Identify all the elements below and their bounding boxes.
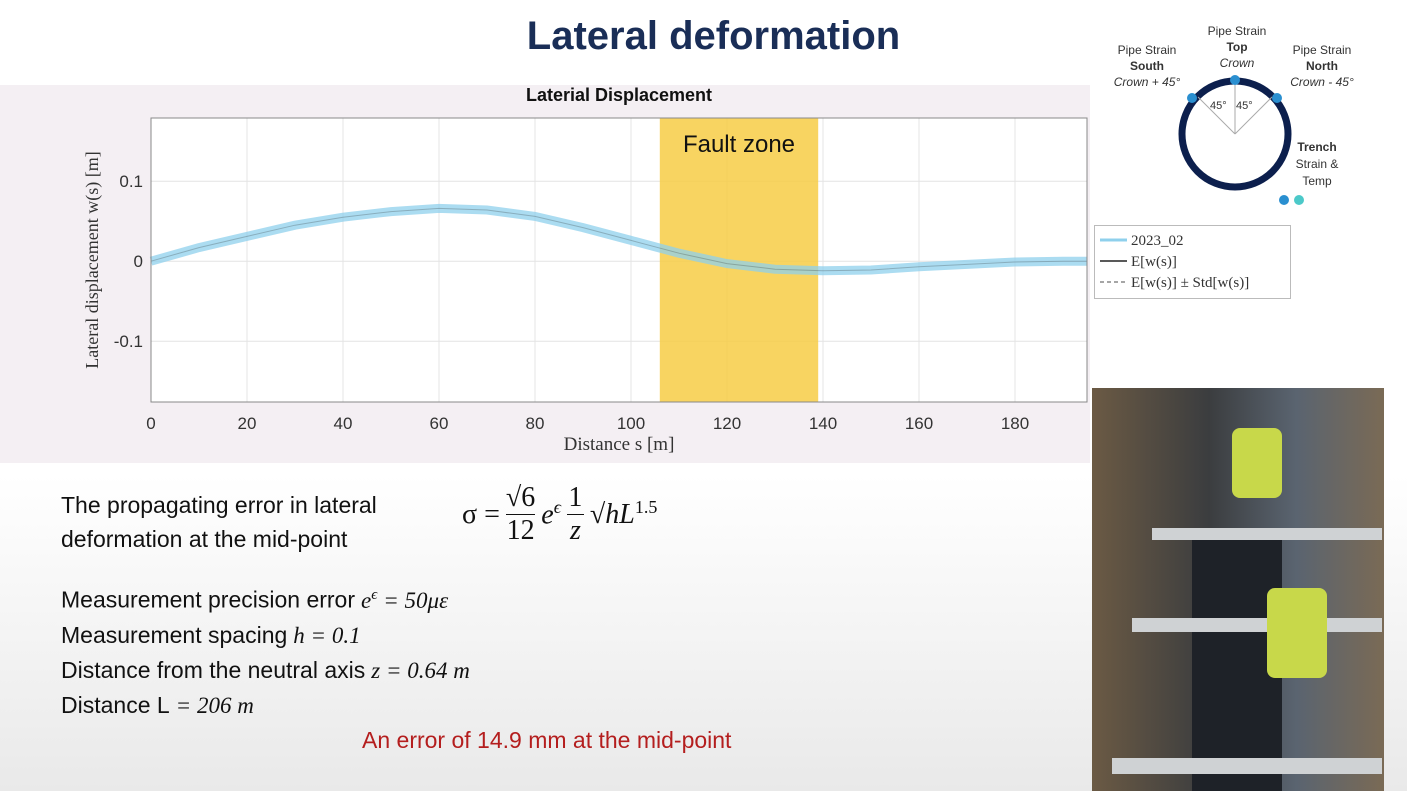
legend-label: 2023_02 [1131, 233, 1184, 249]
lbl: Pipe Strain [1207, 24, 1267, 38]
lbl: Pipe Strain [1292, 43, 1352, 57]
item-math: h = 0.1 [293, 622, 361, 648]
x-tick-label: 20 [238, 414, 257, 433]
x-tick-label: 140 [809, 414, 837, 433]
item-label: Measurement spacing [61, 621, 288, 648]
f: e [541, 499, 554, 531]
x-tick-label: 60 [430, 414, 449, 433]
f: σ = [462, 498, 500, 530]
x-tick-label: 120 [713, 414, 741, 433]
item-math: = 206 m [175, 692, 254, 718]
plot-area [151, 118, 1087, 402]
x-tick-label: 160 [905, 414, 933, 433]
chart-title: Laterial Displacement [526, 85, 712, 105]
y-tick-label: -0.1 [114, 332, 143, 351]
lbl: Trench [1297, 140, 1337, 154]
y-tick-label: 0 [134, 252, 143, 271]
x-tick-label: 180 [1001, 414, 1029, 433]
item: Distance from the neutral axis z = 0.64 m [61, 653, 470, 688]
angle: 45° [1210, 100, 1227, 112]
f: z [566, 514, 584, 547]
y-tick-label: 0.1 [119, 172, 143, 191]
lbl: Pipe Strain [1117, 43, 1177, 57]
intro: The propagating error in lateral deformat… [61, 488, 377, 556]
lbl: Crown + 45° [1113, 75, 1181, 89]
legend-label: E[w(s)] [1131, 254, 1177, 270]
x-tick-label: 80 [526, 414, 545, 433]
angle: 45° [1236, 100, 1253, 112]
diagram: Pipe Strain Top Crown Pipe Strain South Crow… [1092, 20, 1367, 206]
lbl: Top [1226, 40, 1248, 54]
photo [1092, 388, 1384, 791]
f: √h [589, 498, 620, 530]
legend-bg [1095, 226, 1290, 298]
item: Measurement spacing h = 0.1 [61, 618, 470, 653]
intro-line: The propagating error in lateral [61, 492, 377, 518]
item: Distance L = 206 m [61, 688, 470, 723]
f: 1 [568, 482, 583, 513]
lbl: Strain & [1295, 157, 1339, 171]
slide-title: Lateral deformation [526, 14, 901, 58]
fault-zone-label: Fault zone [683, 131, 795, 158]
series-line [149, 203, 1087, 276]
chart: Laterial Displacement Distance s [m] Lat… [82, 85, 1088, 455]
lbl: Crown [1219, 56, 1255, 70]
lbl: Temp [1302, 174, 1332, 188]
legend: 2023_02 E[w(s)] E[w(s)] ± Std[w(s)] [1094, 225, 1291, 299]
item-rest: = 50με [383, 587, 449, 613]
items: Measurement precision error eϵ = 50με Measu… [61, 578, 470, 723]
lbl: South [1130, 59, 1164, 73]
plot-frame [150, 117, 1088, 403]
lbl: Crown - 45° [1290, 75, 1354, 89]
x-tick-label: 100 [617, 414, 645, 433]
series-line [150, 207, 1087, 272]
item-sup: ϵ [371, 587, 378, 603]
x-tick-label: 0 [146, 414, 155, 433]
x-tick-label: 40 [334, 414, 353, 433]
conclusion: An error of 14.9 mm at the mid-point [362, 727, 732, 753]
item-math: e [361, 587, 372, 613]
legend-label: E[w(s)] ± Std[w(s)] [1131, 275, 1249, 291]
item: Measurement precision error eϵ = 50με [61, 578, 470, 618]
f: L [619, 498, 635, 530]
item-label: Distance from the neutral axis [61, 656, 366, 683]
f: 1.5 [634, 497, 658, 517]
x-axis-label: Distance s [m] [564, 434, 675, 455]
f: 12 [505, 514, 536, 546]
item-math: z = 0.64 m [371, 657, 470, 683]
y-axis-label: Lateral displacement w(s) [m] [82, 151, 103, 368]
diagram-svg [1178, 75, 1304, 205]
intro-line: deformation at the mid-point [61, 526, 348, 552]
fault-zone [659, 118, 819, 402]
item-label: Distance L [61, 691, 170, 718]
f: √6 [505, 482, 536, 513]
item-label: Measurement precision error [61, 586, 356, 613]
lbl: North [1306, 59, 1338, 73]
f: ϵ [553, 497, 561, 518]
